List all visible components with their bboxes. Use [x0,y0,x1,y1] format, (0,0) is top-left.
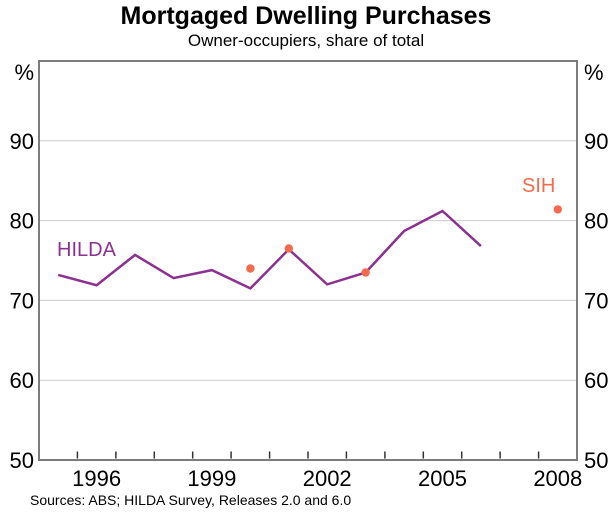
x-axis-label-2008: 2008 [533,466,582,491]
hilda-series-label: HILDA [57,239,117,261]
chart-subtitle: Owner-occupiers, share of total [187,31,425,50]
y-axis-unit-left: % [14,60,34,85]
y-axis-label-60-left: 60 [10,368,34,393]
y-axis-label-50-right: 50 [584,448,608,473]
sih-point-2008 [553,205,562,214]
x-axis-label-2002: 2002 [303,466,352,491]
sih-point-2003 [361,268,370,277]
sih-point-2000 [246,264,255,273]
plot-frame [38,60,578,461]
sih-series-label: SIH [522,175,555,197]
x-axis-label-2005: 2005 [418,466,467,491]
y-axis-label-90-right: 90 [584,129,608,154]
sih-point-2001 [284,244,293,253]
hilda-line [57,209,482,290]
y-axis-unit-right: % [584,60,604,85]
y-axis-label-70-right: 70 [584,288,608,313]
y-axis-label-80-right: 80 [584,209,608,234]
x-axis-label-1996: 1996 [72,466,121,491]
x-axis-label-1999: 1999 [187,466,236,491]
y-axis-label-80-left: 80 [10,209,34,234]
chart-title: Mortgaged Dwelling Purchases [120,2,492,30]
y-axis-label-90-left: 90 [10,129,34,154]
sources-note: Sources: ABS; HILDA Survey, Releases 2.0… [30,492,352,508]
y-axis-label-60-right: 60 [584,368,608,393]
y-axis-label-50-left: 50 [10,448,34,473]
y-axis-label-70-left: 70 [10,288,34,313]
